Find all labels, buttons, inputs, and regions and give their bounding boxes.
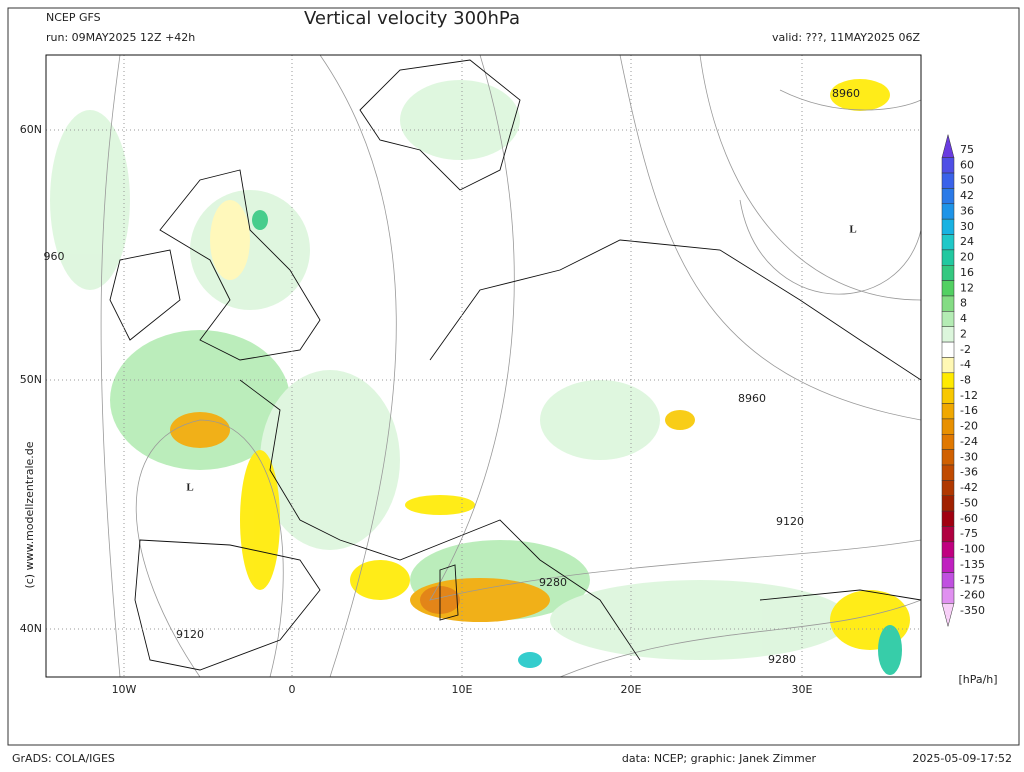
- lat-label: 50N: [20, 373, 42, 386]
- colorbar-label: 42: [960, 189, 974, 202]
- contour-label: 9120: [776, 515, 804, 528]
- copyright: (c) www.modellzentrale.de: [23, 441, 36, 588]
- lat-label: 60N: [20, 123, 42, 136]
- colorbar-label: -350: [960, 604, 985, 617]
- coastlines: [109, 59, 922, 671]
- colorbar-label: -12: [960, 389, 978, 402]
- model: NCEP GFS: [46, 11, 101, 24]
- colorbar-arrow: [941, 133, 955, 158]
- colorbar-swatch: [941, 357, 955, 374]
- colorbar-label: 8: [960, 297, 967, 310]
- valid: valid: ???, 11MAY2025 06Z: [772, 31, 920, 44]
- colorbar-label: 50: [960, 174, 974, 187]
- colorbar-swatch: [941, 295, 955, 312]
- colorbar-swatch: [941, 157, 955, 174]
- colorbar-label: 16: [960, 266, 974, 279]
- colorbar-label: -36: [960, 466, 978, 479]
- colorbar-swatch: [941, 387, 955, 404]
- colorbar-swatch: [941, 218, 955, 235]
- colorbar-swatch: [941, 372, 955, 389]
- colorbar-swatch: [941, 311, 955, 327]
- colorbar-label: -75: [960, 527, 978, 540]
- colorbar-label: 4: [960, 312, 967, 325]
- lat-label: 40N: [20, 622, 42, 635]
- contour-label: 9280: [768, 653, 796, 666]
- low-marker: L: [186, 482, 193, 494]
- colorbar-swatch: [941, 526, 955, 543]
- colorbar-swatch: [941, 234, 955, 251]
- colorbar-label: 75: [960, 143, 974, 156]
- colorbar-label: -100: [960, 543, 985, 556]
- colorbar-label: -16: [960, 404, 978, 417]
- colorbar-label: 30: [960, 220, 974, 233]
- colorbar-swatch: [941, 418, 955, 435]
- colorbar-label: -2: [960, 343, 971, 356]
- footer-right: 2025-05-09-17:52: [912, 752, 1012, 765]
- unit: [hPa/h]: [958, 673, 997, 686]
- colorbar-swatch: [941, 172, 955, 189]
- colorbar-swatch: [941, 341, 955, 358]
- colorbar-label: -20: [960, 420, 978, 433]
- colorbar-label: -135: [960, 558, 985, 571]
- field: [50, 79, 910, 675]
- colorbar-label: 2: [960, 327, 967, 340]
- footer-left: GrADS: COLA/IGES: [12, 752, 115, 765]
- contour-label: 960: [44, 250, 65, 263]
- colorbar-swatch: [941, 403, 955, 420]
- colorbar-label: 20: [960, 251, 974, 264]
- contour-label: 9280: [539, 576, 567, 589]
- footer-center: data: NCEP; graphic: Janek Zimmer: [622, 752, 817, 765]
- colorbar-label: 12: [960, 281, 974, 294]
- lon-label: 30E: [792, 683, 813, 696]
- colorbar-swatch: [941, 249, 955, 266]
- colorbar-label: 36: [960, 204, 974, 217]
- lon-label: 20E: [621, 683, 642, 696]
- colorbar-label: -30: [960, 450, 978, 463]
- colorbar-label: -175: [960, 573, 985, 586]
- colorbar-label: -50: [960, 496, 978, 509]
- low-marker: L: [849, 224, 856, 236]
- colorbar-swatch: [941, 203, 955, 220]
- colorbar-label: -60: [960, 512, 978, 525]
- colorbar-label: -42: [960, 481, 978, 494]
- map-border: [45, 54, 922, 678]
- colorbar-swatch: [941, 464, 955, 481]
- colorbar-swatch: [941, 480, 955, 496]
- colorbar-label: 24: [960, 235, 974, 248]
- colorbar-label: -8: [960, 374, 971, 387]
- colorbar: 75605042363024201612842-2-4-8-12-16-20-2…: [941, 133, 985, 628]
- colorbar-swatch: [941, 280, 955, 297]
- colorbar-swatch: [941, 434, 955, 450]
- colorbar-label: 60: [960, 158, 974, 171]
- colorbar-swatch: [941, 587, 955, 604]
- contour-label: 8960: [832, 87, 860, 100]
- colorbar-label: -24: [960, 435, 978, 448]
- colorbar-swatch: [941, 556, 955, 573]
- colorbar-label: -4: [960, 358, 971, 371]
- colorbar-label: -260: [960, 589, 985, 602]
- colorbar-swatch: [941, 188, 955, 205]
- run: run: 09MAY2025 12Z +42h: [46, 31, 195, 44]
- colorbar-swatch: [941, 449, 955, 466]
- colorbar-swatch: [941, 326, 955, 343]
- lon-label: 0: [289, 683, 296, 696]
- contour-label: 8960: [738, 392, 766, 405]
- colorbar-swatch: [941, 541, 955, 558]
- frame: [7, 7, 1020, 746]
- lon-label: 10W: [112, 683, 137, 696]
- contours: [100, 54, 922, 678]
- title: Vertical velocity 300hPa: [304, 8, 520, 29]
- lon-label: 10E: [452, 683, 473, 696]
- contour-label: 9120: [176, 628, 204, 641]
- colorbar-swatch: [941, 510, 955, 527]
- colorbar-arrow: [941, 603, 955, 628]
- colorbar-swatch: [941, 495, 955, 512]
- map: 8960 960 8960 9120 9280 9120 9280 L L: [44, 54, 922, 678]
- colorbar-swatch: [941, 265, 955, 281]
- colorbar-swatch: [941, 572, 955, 589]
